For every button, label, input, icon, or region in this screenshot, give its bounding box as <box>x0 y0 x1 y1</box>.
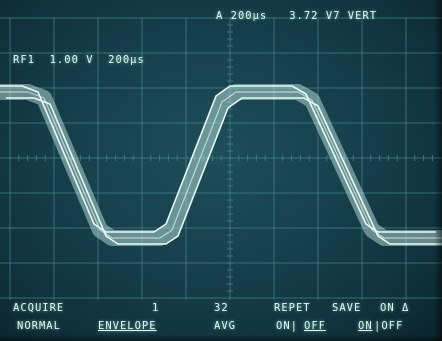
menu-count-1[interactable]: 1 <box>152 302 160 314</box>
screen-bezel-bottom <box>0 335 442 341</box>
graticule-grid <box>0 17 442 300</box>
graticule-ticks <box>9 17 433 299</box>
menu-avg[interactable]: AVG <box>214 320 236 332</box>
envelope-center-trace <box>0 91 442 239</box>
menu-acquire[interactable]: ACQUIRE <box>13 302 65 314</box>
waveform-envelope <box>0 84 442 246</box>
timebase-readout: A 200μs 3.72 V7 VERT <box>216 10 378 22</box>
menu-repet[interactable]: REPET <box>274 302 311 314</box>
menu-count-32[interactable]: 32 <box>214 302 229 314</box>
menu-repet-on[interactable]: ON| <box>276 320 298 332</box>
menu-save-off[interactable]: |OFF <box>374 320 404 332</box>
menu-save-on[interactable]: ON <box>358 320 373 332</box>
menu-envelope[interactable]: ENVELOPE <box>98 320 157 332</box>
screen-bezel-right <box>434 0 442 341</box>
envelope-band <box>0 84 442 246</box>
reference-readout: RF1 1.00 V 200μs <box>13 54 145 66</box>
envelope-inner-edge <box>6 97 442 245</box>
envelope-outer-edge <box>0 85 436 233</box>
menu-normal[interactable]: NORMAL <box>17 320 61 332</box>
menu-save[interactable]: SAVE <box>332 302 362 314</box>
menu-on-delta[interactable]: ON Δ <box>380 302 410 314</box>
menu-repet-off[interactable]: OFF <box>304 320 326 332</box>
